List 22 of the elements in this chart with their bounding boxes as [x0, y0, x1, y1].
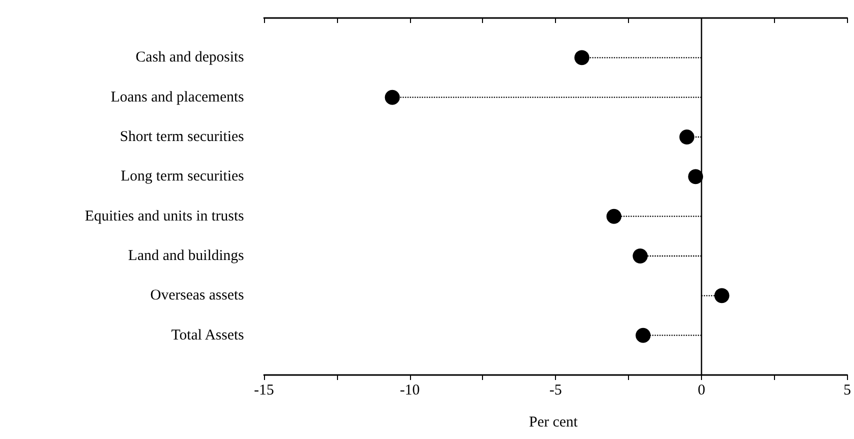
point: [632, 248, 648, 264]
x-tick-label: 5: [844, 382, 851, 398]
y-tick-label: Land and buildings: [128, 248, 244, 264]
point: [574, 50, 590, 66]
y-tick-label: Total Assets: [171, 327, 244, 344]
point: [688, 169, 704, 184]
point: [679, 130, 694, 144]
x-tick-label: -5: [549, 382, 562, 398]
x-tick-label: -10: [400, 382, 420, 398]
point: [714, 288, 730, 304]
x-axis-title: Per cent: [529, 414, 579, 430]
y-tick-label: Cash and deposits: [136, 50, 244, 66]
x-tick-label: 0: [698, 382, 706, 398]
x-tick-label: -15: [254, 382, 274, 398]
y-tick-label: Loans and placements: [110, 89, 244, 106]
y-tick-label: Equities and units in trusts: [84, 208, 244, 224]
y-tick-label: Short term securities: [120, 129, 244, 145]
point: [606, 208, 622, 224]
point: [636, 328, 651, 343]
point: [384, 90, 400, 105]
y-tick-label: Overseas assets: [150, 288, 244, 304]
y-tick-label: Long term securities: [120, 168, 244, 185]
